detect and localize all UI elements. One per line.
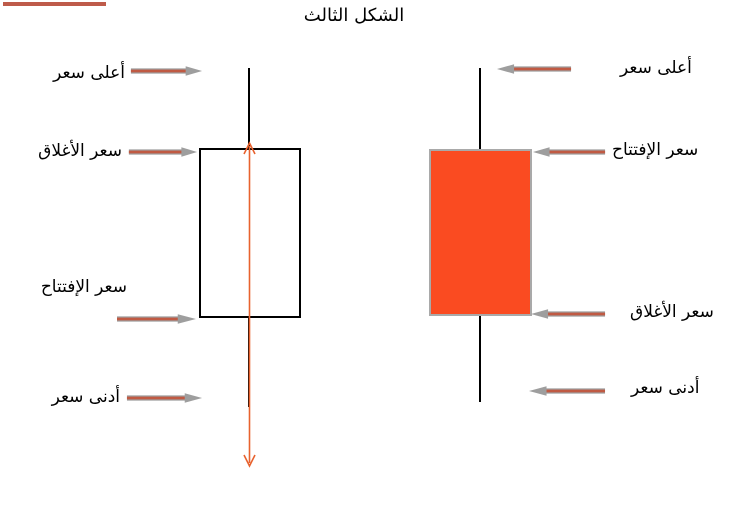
long-double-arrow-icon — [242, 140, 257, 470]
right-high-arrow-icon — [496, 63, 572, 75]
left-high-arrow-icon — [130, 65, 203, 77]
right-close-price-label: سعر الأغلاق — [630, 302, 714, 322]
right-low-price-label: أدنى سعر — [631, 378, 700, 398]
right-candle-body — [429, 149, 532, 316]
right-open-price-label: سعر الإفتتاح — [612, 140, 699, 160]
left-candle-upper-wick — [248, 68, 250, 148]
right-low-arrow-icon — [528, 385, 606, 397]
right-close-arrow-icon — [530, 308, 606, 320]
left-low-arrow-icon — [126, 392, 203, 404]
figure-title: الشكل الثالث — [303, 5, 405, 26]
right-candle-lower-wick — [479, 316, 481, 402]
top-left-red-bar — [3, 2, 106, 6]
left-open-arrow-icon — [116, 313, 197, 325]
left-close-arrow-icon — [128, 146, 198, 158]
left-low-price-label: أدنى سعر — [51, 387, 120, 407]
left-close-price-label: سعر الأغلاق — [38, 141, 122, 161]
left-high-price-label: أعلى سعر — [53, 63, 125, 83]
right-high-price-label: أعلى سعر — [620, 58, 692, 78]
right-open-arrow-icon — [532, 146, 606, 158]
left-open-price-label: سعر الإفتتاح — [40, 277, 127, 297]
right-candle-upper-wick — [479, 68, 481, 149]
